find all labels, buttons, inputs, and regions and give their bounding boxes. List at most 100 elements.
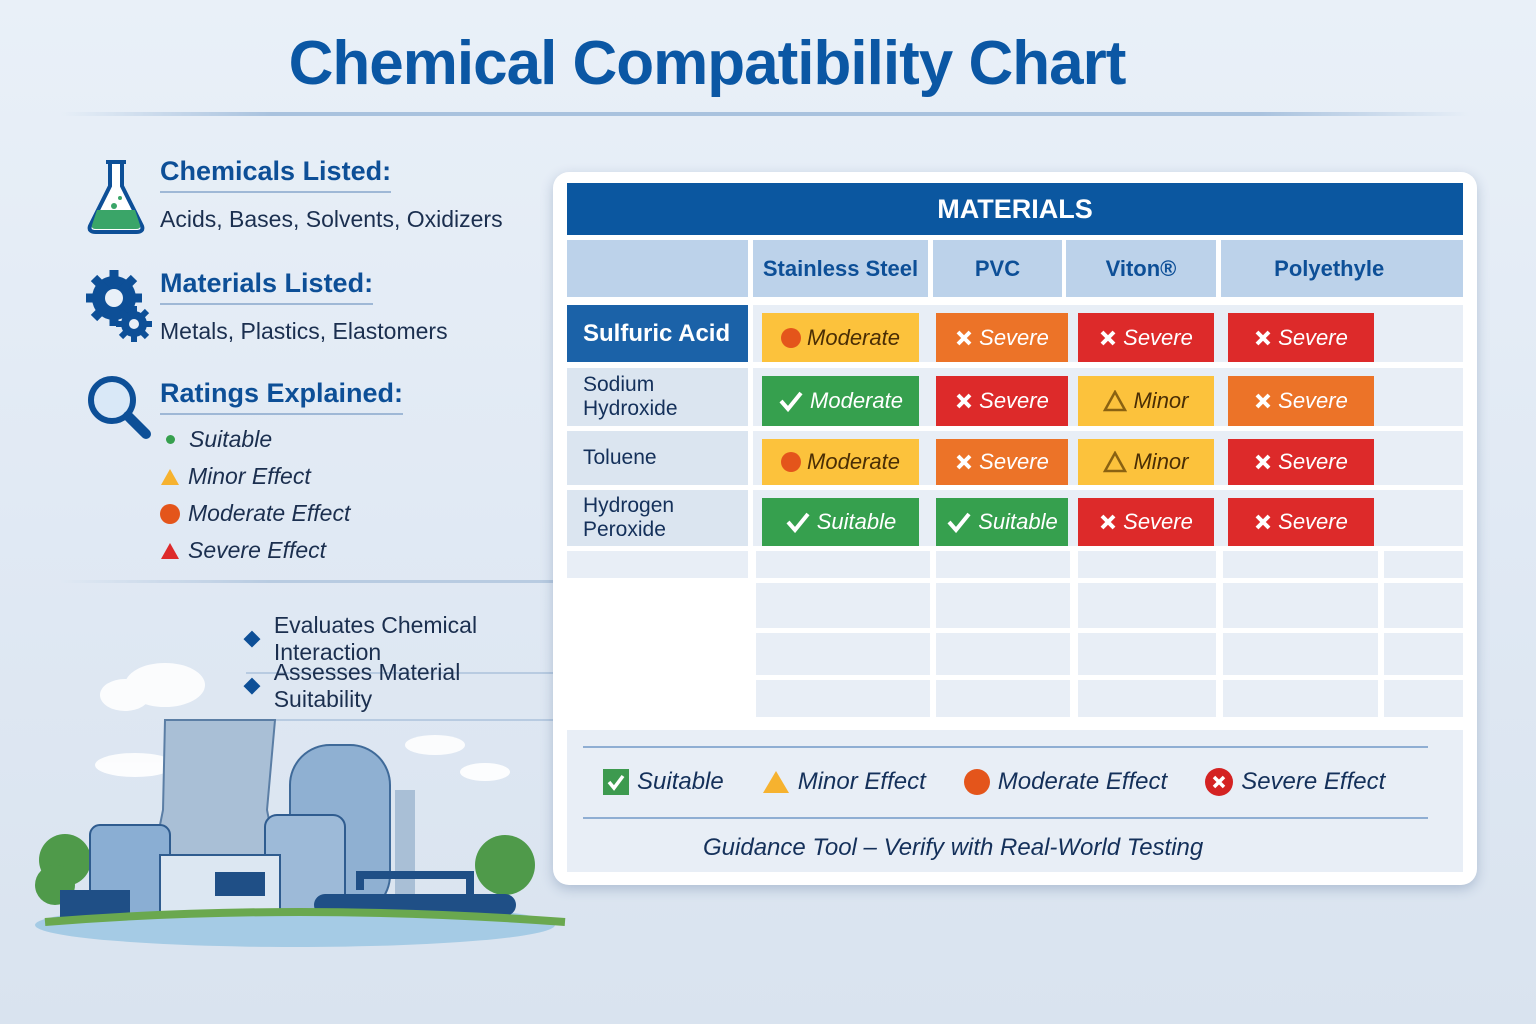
empty-cell bbox=[1223, 551, 1378, 578]
rating-label: Severe bbox=[1278, 388, 1348, 413]
dot-icon bbox=[166, 435, 175, 444]
row-header-sulfuric-acid: Sulfuric Acid bbox=[567, 305, 748, 362]
rating-chip: Severe bbox=[936, 439, 1068, 485]
bullet-text: Evaluates Chemical Interaction bbox=[273, 612, 478, 665]
magnifier-icon bbox=[88, 376, 151, 439]
legend-label: Moderate Effect bbox=[997, 768, 1168, 795]
triangle-icon bbox=[762, 771, 789, 793]
rating-label: Severe bbox=[1278, 324, 1348, 350]
empty-cell bbox=[1384, 583, 1463, 628]
rating-label: Severe bbox=[979, 388, 1049, 413]
empty-cell bbox=[1078, 680, 1216, 717]
legend-divider bbox=[583, 746, 1428, 748]
legend: Suitable Minor Effect Moderate Effect Se… bbox=[603, 768, 1385, 796]
empty-cell bbox=[1223, 583, 1378, 628]
ratings-list: Suitable Minor Effect Moderate Effect Se… bbox=[160, 426, 350, 564]
ratings-heading: Ratings Explained: bbox=[160, 378, 404, 415]
rating-chip: Severe bbox=[936, 313, 1068, 362]
legend-label: Severe Effect bbox=[1241, 768, 1386, 795]
rating-label: Suitable bbox=[978, 509, 1058, 534]
triangle-icon bbox=[161, 542, 179, 559]
legend-severe: Severe Effect bbox=[1205, 768, 1385, 796]
section-divider bbox=[60, 580, 760, 583]
rating-label: Severe bbox=[1123, 509, 1193, 534]
empty-cell bbox=[1223, 680, 1378, 717]
rating-label: Suitable bbox=[816, 509, 897, 534]
check-icon bbox=[947, 512, 971, 533]
column-header: Viton® bbox=[1066, 240, 1216, 297]
flask-icon bbox=[87, 160, 145, 234]
row-header-hydrogen-peroxide: Hydrogen Peroxide bbox=[567, 490, 748, 546]
rating-chip: Moderate bbox=[762, 439, 919, 485]
empty-cell bbox=[936, 633, 1070, 675]
empty-cell bbox=[567, 551, 748, 578]
legend-box bbox=[567, 730, 1463, 872]
x-icon bbox=[1255, 454, 1271, 470]
rating-label: Minor Effect bbox=[188, 463, 311, 489]
materials-text: Metals, Plastics, Elastomers bbox=[160, 318, 448, 344]
rating-label: Minor bbox=[1133, 388, 1189, 413]
legend-moderate: Moderate Effect bbox=[963, 768, 1168, 796]
rating-label: Moderate Effect bbox=[188, 500, 351, 526]
rating-chip: Severe bbox=[1078, 313, 1214, 362]
rating-chip: Severe bbox=[1228, 376, 1374, 426]
empty-cell bbox=[1078, 551, 1216, 578]
rating-chip: Severe bbox=[1228, 313, 1374, 362]
empty-cell bbox=[936, 551, 1070, 578]
rating-label: Minor bbox=[1133, 449, 1189, 474]
legend-label: Minor Effect bbox=[797, 768, 926, 795]
x-icon bbox=[1100, 330, 1116, 345]
rating-label: Suitable bbox=[189, 426, 273, 452]
legend-divider bbox=[583, 817, 1428, 819]
chemicals-heading: Chemicals Listed: bbox=[160, 156, 392, 193]
rating-moderate: Moderate Effect bbox=[160, 500, 350, 527]
x-icon bbox=[956, 454, 972, 470]
x-icon bbox=[1255, 514, 1271, 530]
legend-label: Suitable bbox=[637, 768, 724, 795]
rating-label: Severe Effect bbox=[188, 537, 327, 563]
factory-illustration bbox=[35, 663, 566, 947]
triangle-icon bbox=[1103, 451, 1128, 473]
rating-minor: Minor Effect bbox=[160, 463, 350, 490]
diamond-icon bbox=[243, 630, 261, 648]
bullet-item: Assesses Material Suitability bbox=[243, 659, 558, 721]
circle-icon bbox=[781, 327, 802, 348]
empty-cell bbox=[756, 633, 930, 675]
column-header-filler bbox=[1384, 240, 1463, 297]
empty-cell bbox=[936, 680, 1070, 717]
column-header: PVC bbox=[933, 240, 1062, 297]
row-header-toluene: Toluene bbox=[567, 431, 748, 485]
empty-cell bbox=[1384, 551, 1463, 578]
bullet-text: Assesses Material Suitability bbox=[273, 659, 461, 712]
empty-cell bbox=[1078, 583, 1216, 628]
x-icon bbox=[1255, 393, 1271, 409]
rating-chip: Moderate bbox=[762, 376, 919, 426]
bullet-item: Evaluates Chemical Interaction bbox=[243, 612, 586, 674]
empty-cell bbox=[936, 583, 1070, 628]
x-icon bbox=[956, 330, 972, 345]
empty-cell bbox=[756, 551, 930, 578]
check-icon bbox=[786, 512, 810, 533]
column-header: Stainless Steel bbox=[753, 240, 928, 297]
x-circle-icon bbox=[1205, 768, 1234, 796]
empty-cell bbox=[1078, 633, 1216, 675]
check-box-icon bbox=[603, 769, 629, 795]
rating-chip: Suitable bbox=[762, 498, 919, 546]
rating-label: Severe bbox=[979, 324, 1049, 350]
rating-suitable: Suitable bbox=[160, 426, 350, 453]
check-icon bbox=[779, 391, 803, 412]
triangle-icon bbox=[161, 468, 179, 485]
rating-chip: Moderate bbox=[762, 313, 919, 362]
empty-cell bbox=[756, 583, 930, 628]
rating-chip: Suitable bbox=[936, 498, 1068, 546]
rating-chip: Severe bbox=[936, 376, 1068, 426]
rating-label: Severe bbox=[1123, 324, 1193, 350]
rating-label: Severe bbox=[1278, 449, 1348, 474]
rating-chip: Minor bbox=[1078, 376, 1214, 426]
gears-icon bbox=[86, 270, 152, 342]
chemicals-text: Acids, Bases, Solvents, Oxidizers bbox=[160, 206, 503, 232]
corner-header-cell bbox=[567, 240, 748, 297]
materials-heading: Materials Listed: bbox=[160, 268, 374, 305]
triangle-icon bbox=[1103, 390, 1128, 412]
empty-cell bbox=[756, 680, 930, 717]
